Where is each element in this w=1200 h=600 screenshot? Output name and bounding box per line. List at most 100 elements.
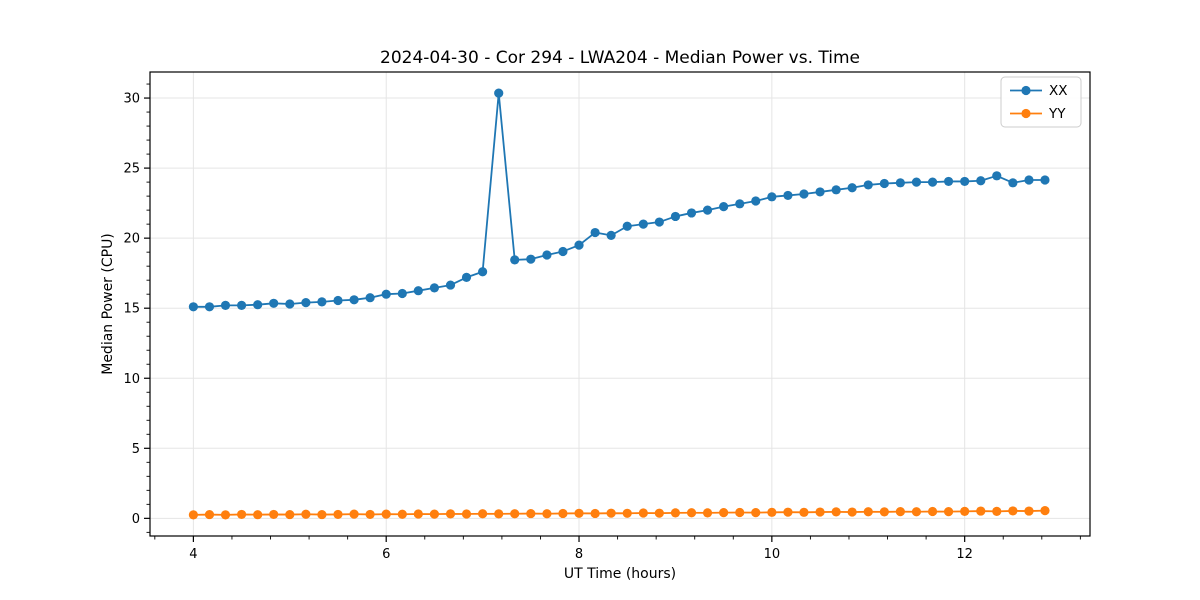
series-xx-marker bbox=[702, 205, 713, 215]
y-tick-label: 0 bbox=[132, 512, 140, 527]
series-yy-marker bbox=[188, 510, 198, 520]
plot-border bbox=[149, 71, 1091, 537]
series-yy-marker bbox=[590, 508, 600, 519]
series-xx-marker bbox=[461, 272, 472, 282]
series-xx-marker bbox=[895, 178, 905, 188]
legend-item-yy: YY bbox=[1010, 106, 1066, 122]
series-yy-marker bbox=[735, 507, 745, 518]
series-yy-marker bbox=[253, 510, 263, 520]
y-axis-label: Median Power (CPU) bbox=[100, 233, 116, 375]
series-yy-marker bbox=[285, 509, 295, 520]
series-yy-marker bbox=[815, 507, 825, 517]
series-xx-marker bbox=[526, 254, 536, 264]
series-yy-marker bbox=[976, 506, 986, 516]
series-yy-marker bbox=[702, 508, 713, 518]
series-xx-marker bbox=[269, 298, 279, 308]
series-yy-marker bbox=[1008, 506, 1018, 516]
series-xx-marker bbox=[590, 227, 600, 238]
series-yy-marker bbox=[204, 509, 215, 520]
series-yy-marker bbox=[1024, 506, 1034, 516]
legend-marker-sample bbox=[1021, 108, 1031, 119]
series-xx-marker bbox=[349, 295, 359, 305]
series-xx-marker bbox=[542, 250, 552, 260]
y-tick-label: 25 bbox=[123, 162, 140, 177]
series-xx-marker bbox=[960, 176, 970, 187]
series-yy-marker bbox=[365, 509, 375, 520]
series-yy-marker bbox=[799, 507, 809, 517]
series-xx-line bbox=[193, 92, 1045, 308]
series-xx-marker bbox=[719, 202, 729, 212]
series-xx-marker bbox=[188, 302, 198, 312]
series-xx-marker bbox=[381, 289, 391, 299]
series-xx-marker bbox=[654, 217, 664, 227]
axis-ticks: 4 6 8 10 12 0 5 10 15 20 25 30 bbox=[123, 83, 1081, 562]
series-yy-marker bbox=[510, 509, 520, 519]
series-xx-marker bbox=[365, 293, 375, 303]
legend-item-label: YY bbox=[1048, 106, 1066, 122]
series-yy-marker bbox=[670, 508, 681, 518]
series-xx-marker bbox=[799, 189, 809, 199]
series-yy-marker bbox=[349, 509, 359, 519]
legend-marker-sample bbox=[1021, 85, 1031, 96]
series-yy-marker bbox=[960, 506, 970, 516]
series-xx-marker bbox=[574, 240, 584, 250]
series-xx-marker bbox=[220, 300, 231, 311]
series-xx-marker bbox=[301, 297, 311, 308]
series-xx-marker bbox=[638, 219, 648, 229]
series-xx-marker bbox=[976, 176, 986, 186]
series-xx-marker bbox=[1040, 175, 1050, 185]
series-xx-marker bbox=[992, 171, 1002, 181]
series-xx-marker bbox=[494, 88, 504, 98]
series-yy-marker bbox=[574, 508, 584, 518]
series-yy-marker bbox=[895, 507, 905, 517]
series-yy-marker bbox=[831, 507, 841, 517]
series-yy-marker bbox=[927, 506, 938, 517]
series-yy-marker bbox=[863, 507, 873, 517]
series-yy-marker bbox=[751, 508, 761, 518]
series-yy-marker bbox=[317, 509, 327, 520]
x-axis-label: UT Time (hours) bbox=[564, 566, 676, 582]
series-xx-marker bbox=[1024, 175, 1034, 185]
series-yy-marker bbox=[767, 507, 777, 517]
series-yy-marker bbox=[558, 508, 568, 519]
series-xx-marker bbox=[285, 299, 295, 309]
series-yy-marker bbox=[992, 506, 1002, 516]
series-xx-marker bbox=[943, 176, 954, 187]
series-xx-marker bbox=[333, 295, 343, 306]
series-yy-marker bbox=[381, 509, 391, 519]
x-tick-label: 10 bbox=[764, 547, 781, 562]
series-xx-marker bbox=[831, 185, 841, 195]
data-series bbox=[188, 88, 1050, 520]
series-xx-marker bbox=[767, 192, 777, 202]
series-xx-marker bbox=[783, 190, 793, 201]
series-yy-marker bbox=[542, 509, 552, 519]
y-tick-label: 5 bbox=[132, 442, 140, 457]
series-xx-marker bbox=[413, 286, 423, 296]
x-tick-label: 4 bbox=[189, 547, 197, 562]
series-yy-marker bbox=[654, 508, 664, 518]
y-tick-label: 30 bbox=[123, 92, 140, 107]
series-yy-marker bbox=[847, 507, 857, 517]
series-yy-marker bbox=[606, 508, 616, 518]
series-yy-marker bbox=[397, 509, 407, 519]
series-xx-marker bbox=[445, 280, 456, 290]
series-xx-marker bbox=[510, 255, 520, 265]
series-yy-marker bbox=[526, 508, 536, 519]
series-xx-marker bbox=[558, 246, 568, 257]
series-xx-marker bbox=[204, 302, 215, 312]
series-xx-marker bbox=[911, 177, 922, 187]
series-yy-marker bbox=[413, 509, 423, 519]
series-xx-marker bbox=[606, 230, 616, 240]
series-yy-marker bbox=[429, 509, 440, 519]
legend-box bbox=[1000, 76, 1082, 128]
series-xx-marker bbox=[927, 177, 938, 187]
series-xx-marker bbox=[815, 187, 825, 197]
series-yy-marker bbox=[445, 509, 456, 519]
series-yy-marker bbox=[333, 509, 343, 520]
series-yy-marker bbox=[879, 507, 889, 517]
chart-title: 2024-04-30 - Cor 294 - LWA204 - Median P… bbox=[380, 48, 860, 68]
series-xx-marker bbox=[751, 196, 761, 206]
series-xx-marker bbox=[863, 180, 873, 190]
y-tick-label: 15 bbox=[123, 302, 140, 317]
